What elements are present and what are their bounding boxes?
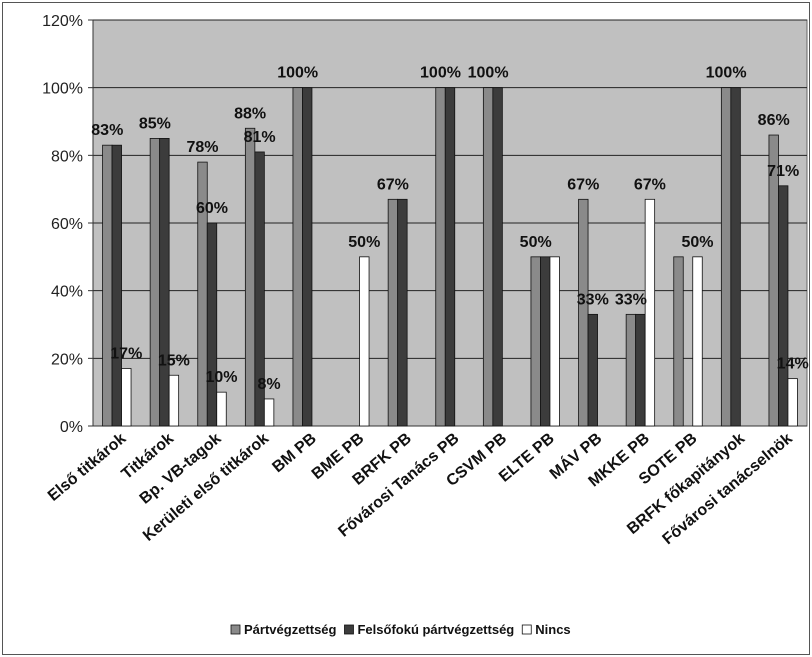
bar-3 [692, 256, 703, 427]
bar-3 [359, 256, 370, 427]
data-label: 100% [468, 65, 509, 82]
y-tick-label: 120% [42, 13, 83, 30]
legend-label: Felsőfokú pártvégzettség [357, 622, 514, 637]
bar-2 [206, 222, 218, 427]
data-label: 67% [634, 176, 666, 193]
y-tick-label: 80% [51, 148, 83, 165]
bar-1 [578, 198, 589, 427]
bar-3 [121, 368, 132, 427]
bar-2 [397, 198, 408, 427]
bar-2 [730, 87, 741, 427]
data-label: 67% [567, 176, 599, 193]
legend-label: Pártvégzettség [244, 622, 337, 637]
data-label: 100% [706, 65, 747, 82]
y-tick-label: 100% [42, 81, 83, 98]
bar-2 [302, 87, 313, 427]
bar-1 [102, 144, 113, 427]
bar-1 [387, 198, 399, 427]
legend-swatch [521, 624, 532, 635]
data-label: 100% [420, 65, 461, 82]
y-tick-label: 0% [60, 419, 83, 436]
bar-3 [549, 256, 560, 427]
bar-3 [168, 374, 180, 427]
data-label: 88% [234, 105, 266, 122]
bar-1 [625, 313, 637, 427]
data-label: 81% [244, 129, 276, 146]
bar-1 [435, 87, 446, 427]
y-tick-label: 40% [51, 284, 83, 301]
data-label: 67% [377, 176, 409, 193]
data-label: 17% [110, 345, 142, 362]
bar-2 [254, 151, 265, 427]
data-label: 50% [348, 234, 380, 251]
bar-1 [482, 87, 494, 427]
y-tick-label: 60% [51, 216, 83, 233]
bar-2 [778, 185, 789, 427]
bar-1 [292, 87, 303, 427]
legend-label: Nincs [535, 622, 570, 637]
legend-swatch [344, 624, 354, 635]
bar-1 [720, 87, 732, 427]
x-category-label: Bp. VB-tagok [137, 430, 225, 508]
data-label: 14% [777, 356, 809, 373]
data-label: 8% [258, 376, 281, 393]
data-label: 60% [196, 200, 228, 217]
data-label: 71% [767, 163, 799, 180]
bar-3 [216, 391, 227, 427]
bar-3 [644, 198, 656, 427]
x-category-label: Első titkárok [45, 430, 130, 505]
data-label: 50% [520, 234, 552, 251]
data-label: 86% [758, 112, 790, 129]
bar-1 [530, 256, 541, 427]
bar-1 [149, 138, 161, 427]
bar-2 [159, 138, 170, 427]
bar-2 [111, 144, 122, 427]
data-label: 100% [277, 65, 318, 82]
bar-2 [492, 87, 503, 427]
data-label: 15% [158, 352, 190, 369]
data-label: 83% [91, 122, 123, 139]
data-label: 78% [186, 139, 218, 156]
data-label: 50% [681, 234, 713, 251]
data-label: 33% [577, 291, 609, 308]
bar-2 [444, 87, 456, 427]
bar-2 [540, 256, 551, 427]
bar-1 [673, 256, 684, 427]
bar-3 [787, 378, 798, 427]
data-label: 33% [615, 291, 647, 308]
bar-1 [244, 127, 256, 427]
bar-2 [635, 313, 646, 427]
bar-2 [587, 313, 598, 427]
y-tick-label: 20% [51, 351, 83, 368]
bar-3 [263, 398, 275, 427]
legend-swatch [230, 624, 241, 635]
data-label: 85% [139, 115, 171, 132]
bar-chart: 0% 20% 40% 60% 80% 100% 120% 83% 85% 78% 88% 100% 67… [42, 13, 809, 637]
data-label: 10% [205, 369, 237, 386]
